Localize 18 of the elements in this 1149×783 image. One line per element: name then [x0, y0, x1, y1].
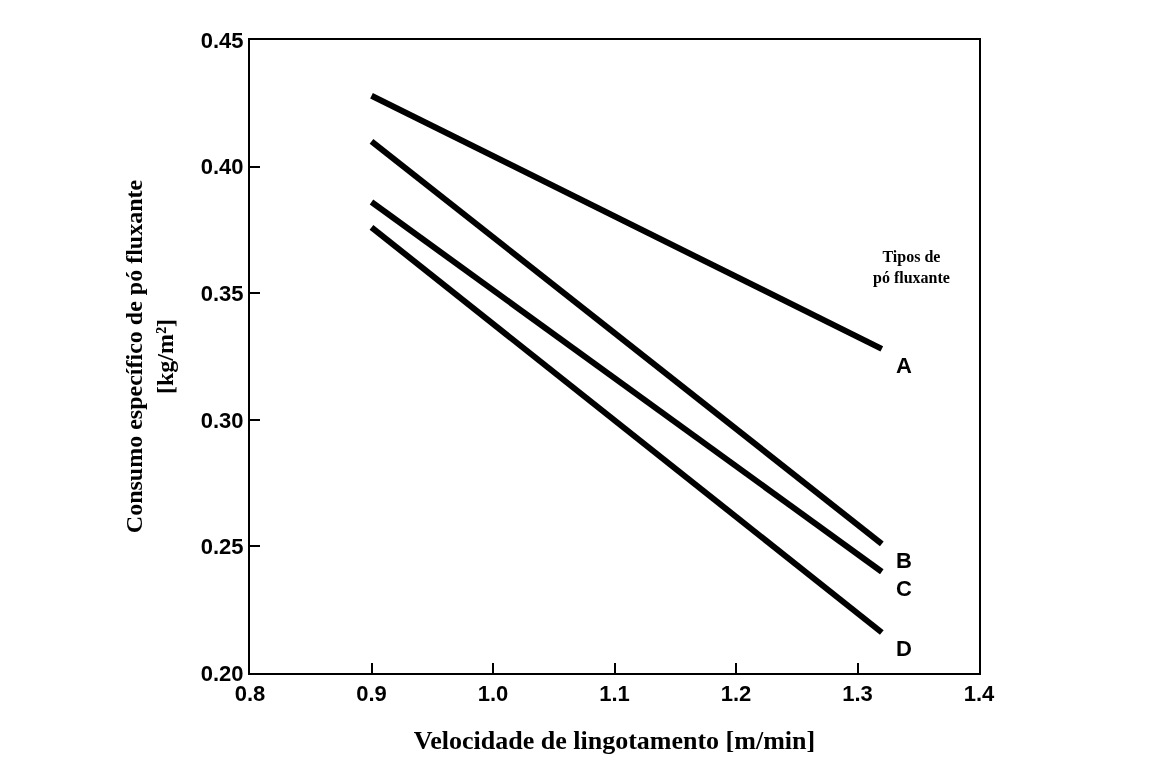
y-tick-label: 0.35 [200, 280, 244, 306]
y-tick-label: 0.40 [200, 154, 244, 180]
x-tick-label: 1.1 [599, 681, 630, 707]
x-tick-label: 1.2 [720, 681, 752, 707]
y-axis-title: Consumo específico de pó fluxante [kg/m²] [121, 179, 179, 534]
series-label: C [896, 576, 912, 601]
x-axis-title: Velocidade de lingotamento [m/min] [413, 725, 816, 755]
series-label: D [896, 636, 912, 661]
legend-title: Tipos de pó fluxante [873, 248, 950, 287]
x-tick-label: 1.3 [842, 681, 873, 707]
y-tick-label: 0.30 [200, 407, 244, 433]
series-label: A [896, 353, 912, 378]
y-tick-label: 0.25 [200, 534, 244, 560]
x-tick-label: 0.9 [356, 681, 387, 707]
series-label: B [896, 548, 912, 573]
x-tick-label: 1.0 [477, 681, 509, 707]
y-tick-label: 0.45 [200, 27, 244, 53]
x-tick-label: 1.4 [963, 681, 996, 707]
